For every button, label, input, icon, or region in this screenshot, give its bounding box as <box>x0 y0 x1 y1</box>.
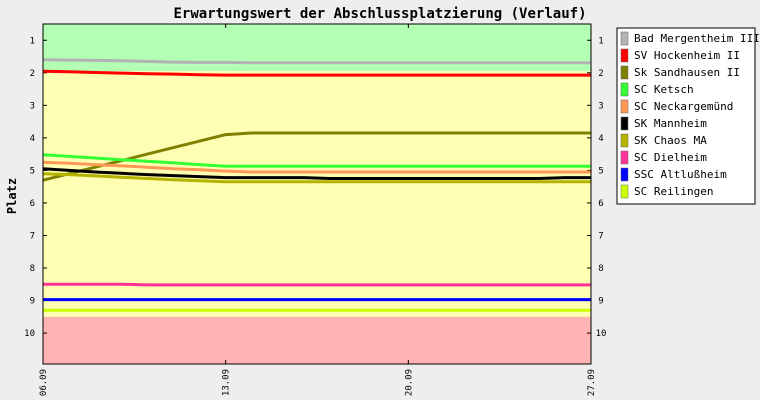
y-tick-label-left-10: 10 <box>24 329 35 339</box>
legend-label-7: SC Dielheim <box>634 151 707 164</box>
x-tick-label-2: 20.09 <box>404 369 414 396</box>
legend-swatch-0 <box>620 31 629 46</box>
y-tick-label-right-5: 5 <box>598 166 603 176</box>
legend-label-1: SV Hockenheim II <box>634 49 740 62</box>
plot-frame <box>42 23 592 365</box>
legend-label-3: SC Ketsch <box>634 83 694 96</box>
y-tick-label-left-1: 1 <box>30 36 35 46</box>
y-tick-label-right-3: 3 <box>598 101 603 111</box>
series-line-6 <box>42 172 591 184</box>
x-tick-label-1: 13.09 <box>222 369 232 396</box>
y-tick-label-right-1: 1 <box>598 36 603 46</box>
legend-box <box>616 27 756 205</box>
y-tick-label-right-7: 7 <box>598 231 603 241</box>
legend-label-4: SC Neckargemünd <box>634 100 733 113</box>
legend-label-2: Sk Sandhausen II <box>634 66 740 79</box>
series-line-0 <box>42 58 591 65</box>
legend-swatch-9 <box>620 184 629 199</box>
y-tick-label-left-6: 6 <box>30 199 35 209</box>
legend-swatch-2 <box>620 65 629 80</box>
band-2 <box>43 316 591 364</box>
legend-label-8: SSC Altlußheim <box>634 168 727 181</box>
y-tick-label-left-5: 5 <box>30 166 35 176</box>
y-tick-label-left-4: 4 <box>30 134 35 144</box>
y-tick-label-right-2: 2 <box>598 69 603 79</box>
y-tick-label-right-9: 9 <box>598 297 603 307</box>
y-axis-label: Platz <box>5 178 19 214</box>
legend-label-6: SK Chaos MA <box>634 134 707 147</box>
y-axis-ticks: 1 1 2 2 3 3 4 4 5 5 6 6 7 7 8 8 9 9 10 10 <box>24 36 606 339</box>
series-line-5 <box>42 167 591 180</box>
x-tick-label-3: 27.09 <box>587 369 597 396</box>
series-lines <box>42 58 591 312</box>
y-tick-label-right-4: 4 <box>598 134 603 144</box>
y-tick-label-left-2: 2 <box>30 69 35 79</box>
y-tick-label-right-10: 10 <box>596 329 607 339</box>
series-line-3 <box>42 153 591 168</box>
series-line-1 <box>42 69 591 77</box>
series-line-4 <box>42 160 591 174</box>
chart-title: Erwartungswert der Abschlussplatzierung … <box>173 6 586 22</box>
background-bands <box>43 24 591 364</box>
y-tick-label-right-8: 8 <box>598 264 603 274</box>
legend-swatch-3 <box>620 82 629 97</box>
legend-label-9: SC Reilingen <box>634 185 713 198</box>
series-line-7 <box>43 282 591 287</box>
legend-swatch-8 <box>620 167 629 182</box>
legend-swatch-7 <box>620 150 629 165</box>
x-tick-label-0: 06.09 <box>39 369 49 396</box>
legend-swatch-4 <box>620 99 629 114</box>
y-tick-label-left-7: 7 <box>30 231 35 241</box>
y-tick-label-right-6: 6 <box>598 199 603 209</box>
legend-swatch-5 <box>620 116 629 131</box>
legend-label-5: SK Mannheim <box>634 117 707 130</box>
series-line-2 <box>42 131 591 182</box>
legend-swatch-6 <box>620 133 629 148</box>
y-tick-label-left-8: 8 <box>30 264 35 274</box>
y-tick-label-left-9: 9 <box>30 297 35 307</box>
band-1 <box>43 71 591 317</box>
y-tick-label-left-3: 3 <box>30 101 35 111</box>
legend: Bad Mergentheim III SV Hockenheim II Sk Sa… <box>616 27 760 205</box>
legend-label-0: Bad Mergentheim III <box>634 32 760 45</box>
legend-swatch-1 <box>620 48 629 63</box>
